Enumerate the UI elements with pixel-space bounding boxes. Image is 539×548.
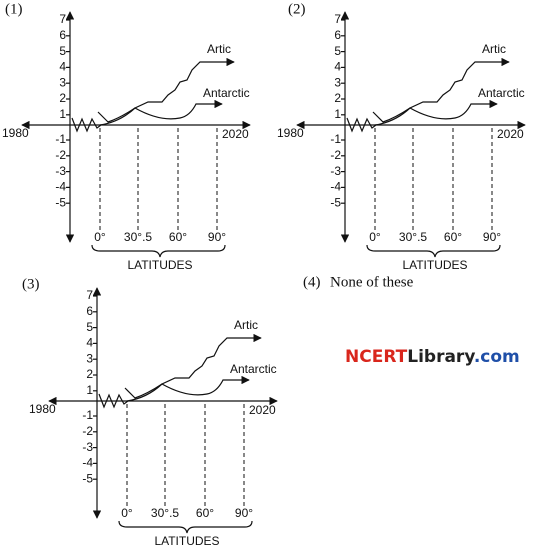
zigzag [346,117,377,133]
y-tick-label: -2 [55,148,66,162]
y-tick-label: 7 [334,12,341,26]
y-tick-label: -5 [82,471,93,485]
y-tick-label: -5 [55,195,66,209]
latitude-label: 0° [94,230,106,244]
x-axis-title: LATITUDES [402,258,467,272]
antarctic-curve [372,103,480,123]
y-tick-label: -5 [330,195,341,209]
artic-curve [99,61,210,126]
y-tick-label: -3 [330,164,341,178]
antarctic-curve [124,379,232,399]
y-tick-label: -2 [330,148,341,162]
zigzag [98,393,129,409]
antarctic-label: Antarctic [203,86,250,100]
y-tick-label: 7 [86,288,93,302]
y-tick-label: 3 [334,75,341,89]
figure: 7 6 5 43 2 1 -1 -2 -3 -4-5 1980 2020 Artic Antarctic 0… [277,11,526,272]
y-tick-label: 1 [59,107,66,121]
y-tick-label: 5 [334,44,341,58]
watermark: NCERTLibrary.com [345,347,520,367]
y-tick-label: 2 [334,91,341,105]
watermark-part: .com [474,347,520,367]
figure: 7 6 5 43 2 1 -1 -2 -3 -4-5 1980 2020 Artic Antarctic 0… [29,287,278,548]
antarctic-label: Antarctic [478,86,525,100]
y-tick-label: 2 [86,367,93,381]
option-4-text: None of these [330,274,414,290]
x-end-label: 2020 [249,403,276,417]
y-tick-label: -4 [82,456,93,470]
artic-curve [374,61,485,126]
y-tick-label: -1 [55,132,66,146]
y-tick-label: 4 [86,336,93,350]
y-tick-label: 6 [86,304,93,318]
latitude-label: 30°.5 [124,230,152,244]
x-axis-title: LATITUDES [154,534,219,548]
figure: 7 6 5 43 2 1 -1 -2 -3 -4-5 1980 2020 Artic Antarctic 0… [2,11,251,272]
option-4-label: (4) [303,274,321,290]
x-start-label: 1980 [29,402,56,416]
brace [366,244,501,258]
y-tick-label: -3 [82,440,93,454]
antarctic-label: Antarctic [230,362,277,376]
y-tick-label: 1 [334,107,341,121]
artic-label: Artic [234,318,258,332]
y-tick-label: -4 [55,180,66,194]
y-tick-label: 4 [334,60,341,74]
latitude-label: 60° [169,230,187,244]
y-tick-label: -2 [82,424,93,438]
artic-label: Artic [482,42,506,56]
y-tick-label: 6 [334,28,341,42]
latitude-label: 90° [208,230,226,244]
figure-label: (1) [5,1,23,17]
y-tick-label: -4 [330,180,341,194]
y-tick-label: 1 [86,383,93,397]
y-tick-label: 3 [86,351,93,365]
latitude-label: 0° [121,506,133,520]
y-tick-label: -1 [82,408,93,422]
latitude-label: 30°.5 [151,506,179,520]
artic-curve [126,337,237,402]
latitude-label: 60° [196,506,214,520]
y-tick-label: 2 [59,91,66,105]
figure-label: (3) [22,276,40,292]
y-tick-label: 7 [59,12,66,26]
y-tick-label: 5 [59,44,66,58]
watermark-part: Library [407,347,475,367]
antarctic-curve [97,103,205,123]
x-start-label: 1980 [277,126,304,140]
figure-label: (2) [288,1,306,17]
y-tick-label: -3 [55,164,66,178]
y-tick-label: -1 [330,132,341,146]
latitude-label: 90° [235,506,253,520]
y-tick-label: 3 [59,75,66,89]
x-start-label: 1980 [2,126,29,140]
latitude-label: 0° [369,230,381,244]
zigzag [71,117,102,133]
latitude-label: 90° [483,230,501,244]
watermark-part: NCERT [345,347,408,367]
x-axis-title: LATITUDES [127,258,192,272]
y-tick-label: 6 [59,28,66,42]
x-end-label: 2020 [497,127,524,141]
artic-label: Artic [207,42,231,56]
brace [91,244,226,258]
brace [118,520,253,534]
y-tick-label: 5 [86,320,93,334]
latitude-label: 30°.5 [399,230,427,244]
y-tick-label: 4 [59,60,66,74]
latitude-label: 60° [444,230,462,244]
x-end-label: 2020 [222,127,249,141]
